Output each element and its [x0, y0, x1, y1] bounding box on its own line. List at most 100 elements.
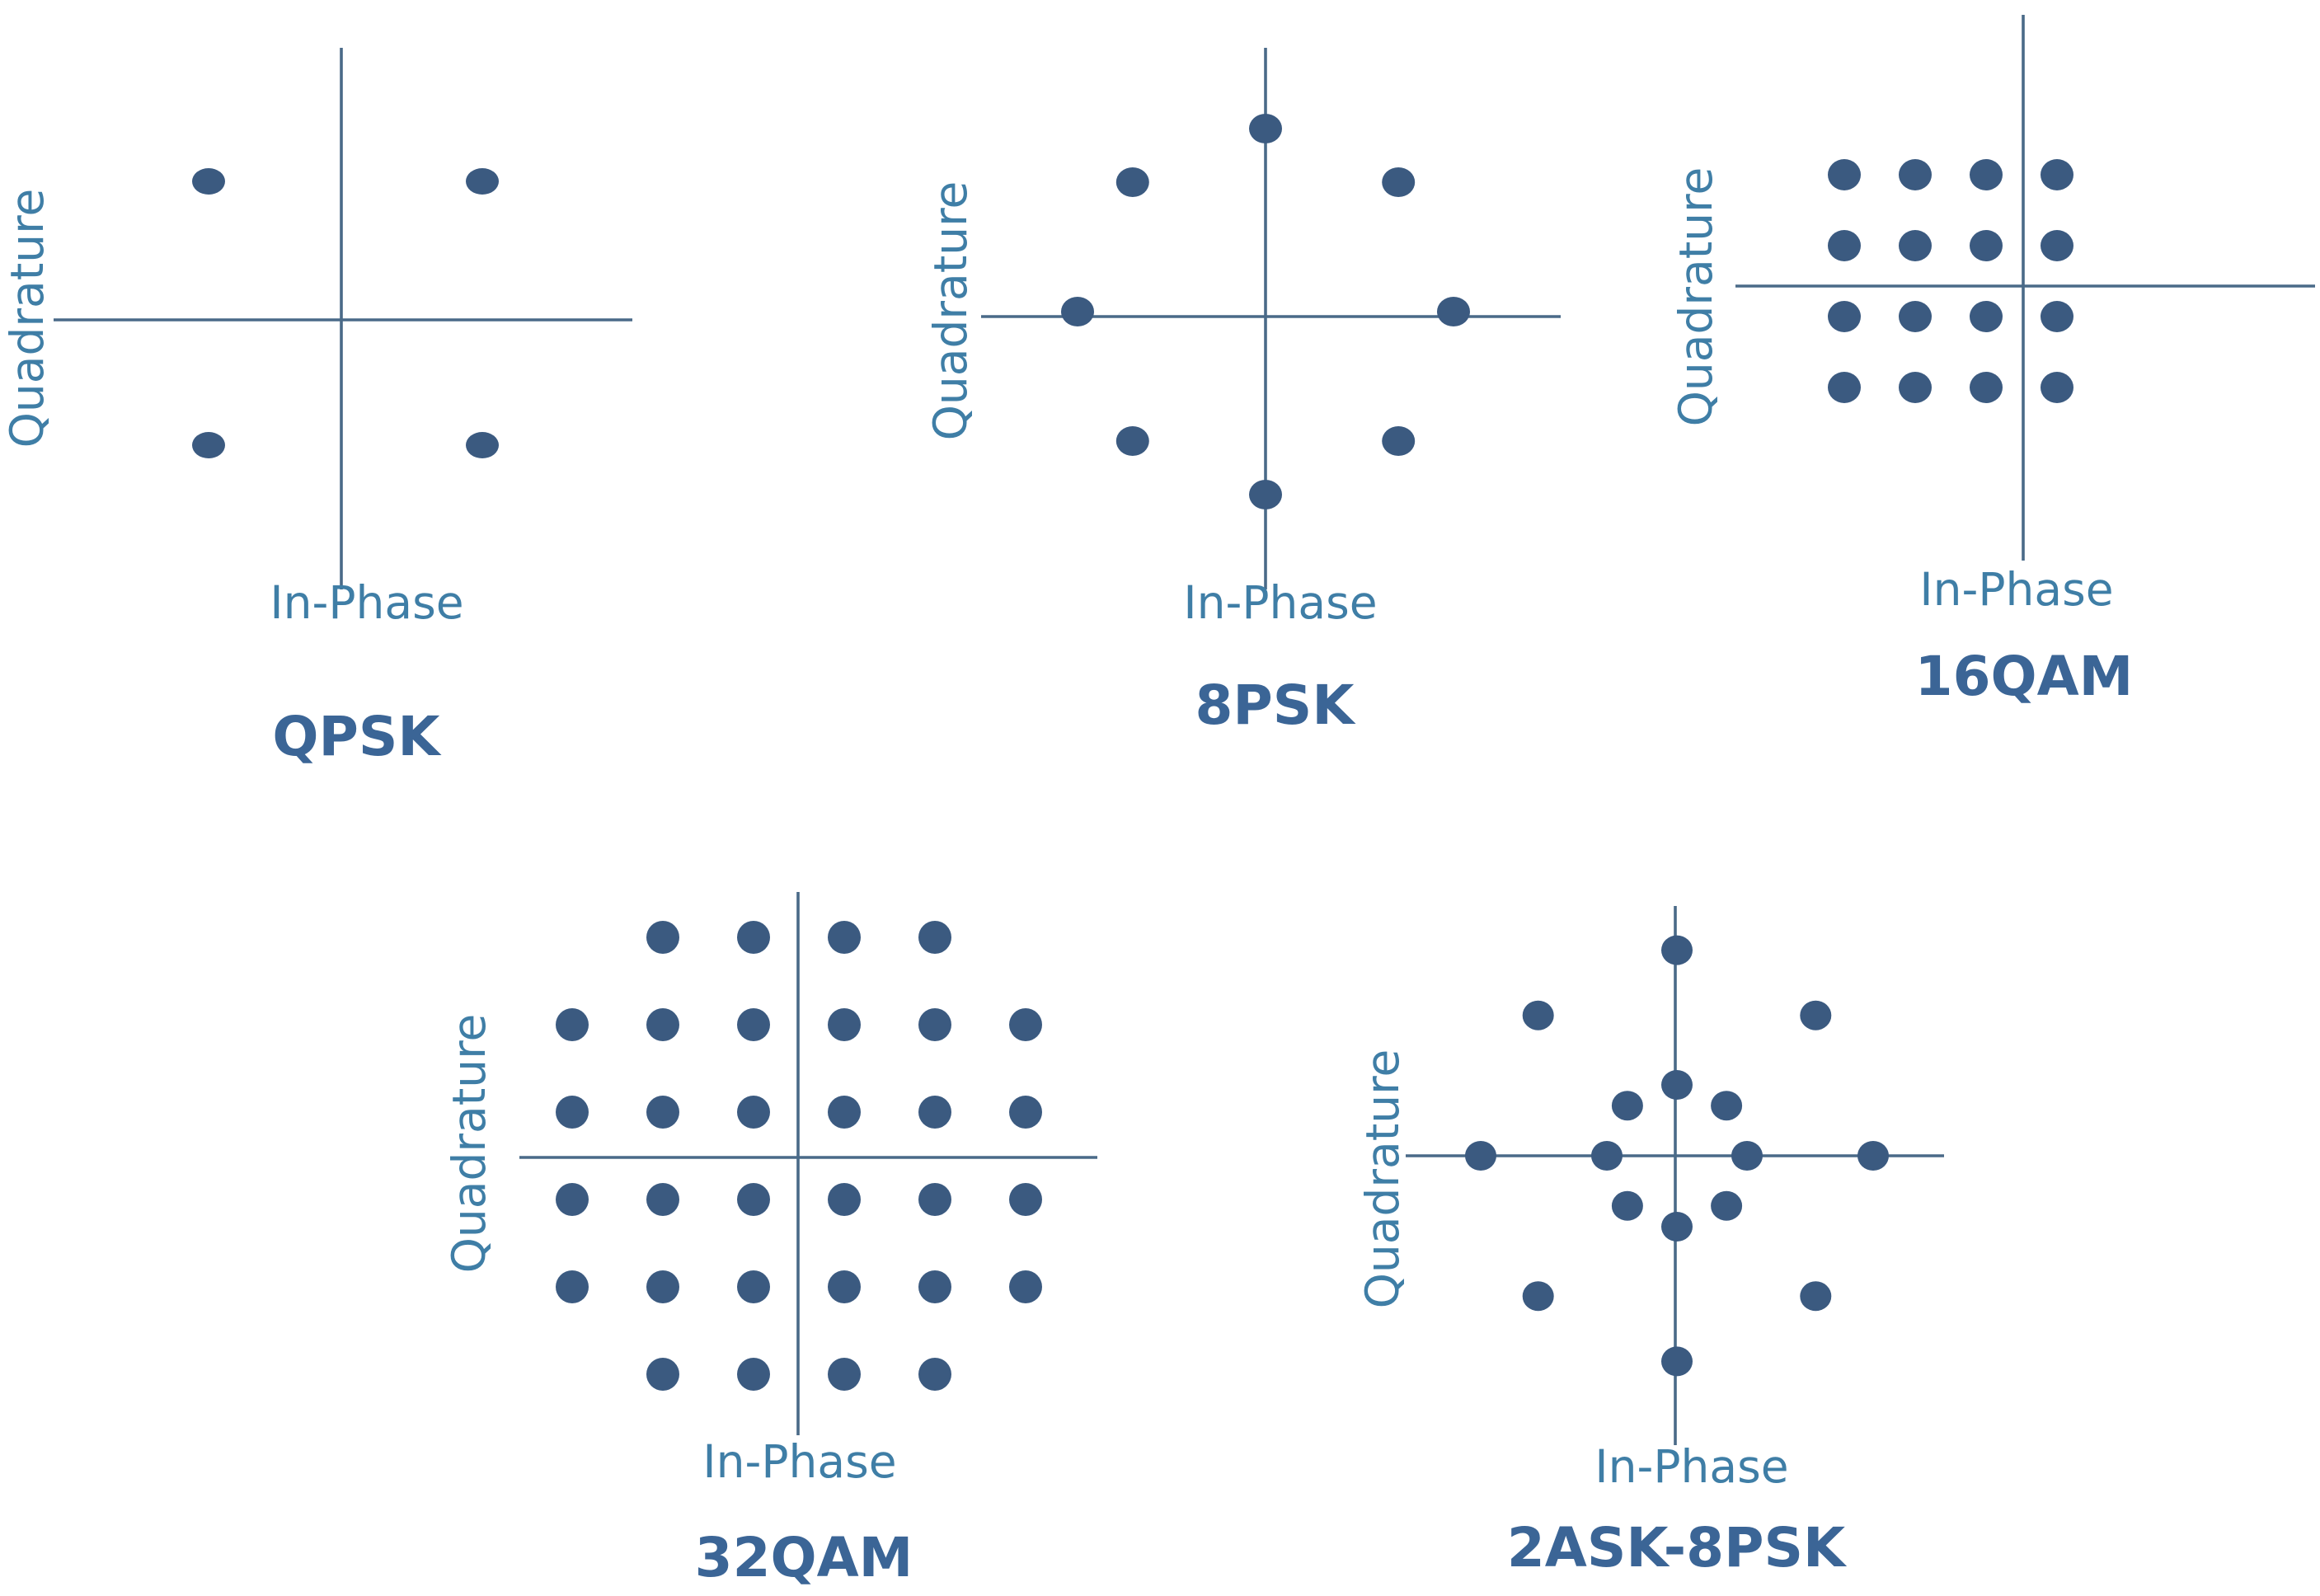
diagram-8psk: In-Phase Quadrature 8PSK — [924, 48, 1561, 737]
constellation-point — [1828, 230, 1861, 261]
constellation-point — [828, 1270, 861, 1303]
diagram-title: QPSK — [272, 705, 442, 768]
y-axis-label: Quadrature — [1, 189, 54, 448]
constellation-point — [466, 168, 499, 195]
constellation-point — [1661, 1070, 1693, 1100]
diagram-title: 8PSK — [1195, 674, 1357, 737]
constellation-point — [737, 1096, 770, 1129]
constellation-point — [192, 168, 225, 195]
constellation-point — [1465, 1141, 1496, 1171]
constellation-point — [1970, 159, 2003, 190]
diagram-2ask-8psk: In-Phase Quadrature 2ASK-8PSK — [1356, 906, 1944, 1580]
diagram-title: 16QAM — [1915, 645, 2134, 708]
constellation-point — [918, 1096, 951, 1129]
constellation-point — [828, 1096, 861, 1129]
constellation-point — [828, 1008, 861, 1041]
constellation-point — [2041, 301, 2073, 332]
y-axis-label: Quadrature — [1356, 1049, 1409, 1309]
constellation-point — [828, 1183, 861, 1216]
constellation-point — [1661, 1212, 1693, 1242]
constellation-point — [918, 1008, 951, 1041]
constellation-point — [556, 1096, 589, 1129]
constellation-point — [646, 1183, 679, 1216]
constellation-point — [646, 1358, 679, 1391]
constellation-point — [1899, 301, 1932, 332]
constellation-point — [1382, 426, 1416, 456]
x-axis-label: In-Phase — [270, 576, 463, 629]
constellation-point — [1828, 159, 1861, 190]
constellation-point — [1591, 1141, 1623, 1171]
constellation-points — [1828, 159, 2073, 403]
constellation-point — [1061, 297, 1094, 326]
constellation-point — [1611, 1190, 1643, 1221]
constellation-point — [2041, 159, 2073, 190]
constellation-point — [918, 1358, 951, 1391]
constellation-point — [646, 921, 679, 954]
constellation-point — [1970, 301, 2003, 332]
constellation-point — [1009, 1183, 1042, 1216]
constellation-point — [1437, 297, 1470, 326]
constellation-point — [828, 1358, 861, 1391]
constellation-point — [1970, 230, 2003, 261]
constellation-point — [646, 1008, 679, 1041]
y-axis-label: Quadrature — [1670, 167, 1722, 427]
x-axis-label: In-Phase — [1594, 1440, 1788, 1493]
constellation-point — [737, 1358, 770, 1391]
constellation-point — [737, 1183, 770, 1216]
constellation-point — [1249, 114, 1282, 143]
constellation-point — [1899, 159, 1932, 190]
constellation-point — [1899, 372, 1932, 403]
constellation-point — [1009, 1096, 1042, 1129]
constellation-point — [556, 1008, 589, 1041]
constellation-points — [1465, 935, 1889, 1377]
x-axis-label: In-Phase — [702, 1435, 896, 1488]
diagram-32qam: In-Phase Quadrature 32QAM — [443, 892, 1097, 1589]
y-axis-label: Quadrature — [924, 181, 977, 441]
constellation-point — [1661, 935, 1693, 965]
constellation-point — [737, 921, 770, 954]
diagram-title: 2ASK-8PSK — [1507, 1516, 1848, 1580]
constellation-point — [646, 1270, 679, 1303]
x-axis-label: In-Phase — [1919, 563, 2113, 616]
constellation-point — [1009, 1270, 1042, 1303]
constellation-point — [1611, 1091, 1643, 1121]
constellation-point — [1661, 1346, 1693, 1377]
constellation-point — [1115, 426, 1149, 456]
constellation-point — [737, 1008, 770, 1041]
constellation-point — [1711, 1091, 1743, 1121]
constellation-point — [1009, 1008, 1042, 1041]
constellation-point — [1828, 301, 1861, 332]
constellation-point — [1800, 1281, 1832, 1312]
constellation-point — [918, 1183, 951, 1216]
diagram-qpsk: In-Phase Quadrature QPSK — [1, 48, 632, 768]
constellation-point — [1828, 372, 1861, 403]
constellation-point — [466, 432, 499, 458]
constellation-point — [1899, 230, 1932, 261]
constellation-point — [918, 921, 951, 954]
constellation-point — [646, 1096, 679, 1129]
constellation-points — [192, 168, 499, 458]
constellation-point — [1711, 1190, 1743, 1221]
constellation-point — [1522, 1000, 1554, 1030]
constellation-point — [918, 1270, 951, 1303]
constellation-point — [828, 921, 861, 954]
constellation-point — [192, 432, 225, 458]
constellation-points — [556, 921, 1042, 1391]
constellation-point — [1731, 1141, 1763, 1171]
constellation-point — [556, 1270, 589, 1303]
constellation-point — [556, 1183, 589, 1216]
diagram-title: 32QAM — [695, 1526, 913, 1589]
constellation-point — [1249, 480, 1282, 509]
constellation-point — [2041, 372, 2073, 403]
constellation-point — [1382, 167, 1416, 197]
constellation-point — [2041, 230, 2073, 261]
constellation-point — [1970, 372, 2003, 403]
constellation-point — [1800, 1000, 1832, 1030]
constellation-point — [1857, 1141, 1889, 1171]
constellation-point — [1115, 167, 1149, 197]
x-axis-label: In-Phase — [1183, 576, 1377, 629]
constellation-points — [1061, 114, 1470, 509]
diagram-16qam: In-Phase Quadrature 16QAM — [1670, 15, 2315, 708]
constellation-point — [737, 1270, 770, 1303]
